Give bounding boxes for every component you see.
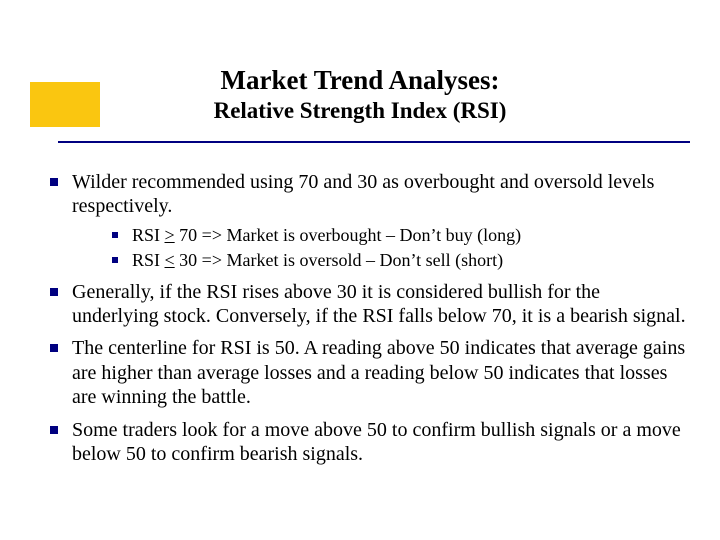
- bullet-list: Wilder recommended using 70 and 30 as ov…: [48, 170, 688, 466]
- slide-subtitle: Relative Strength Index (RSI): [0, 98, 720, 124]
- slide-body: Wilder recommended using 70 and 30 as ov…: [48, 170, 688, 474]
- sub-bullet-text: RSI > 70 => Market is overbought – Don’t…: [132, 225, 521, 245]
- bullet-text: Some traders look for a move above 50 to…: [72, 419, 681, 465]
- bullet-text: The centerline for RSI is 50. A reading …: [72, 337, 685, 408]
- sub-bullet-item: RSI < 30 => Market is oversold – Don’t s…: [110, 250, 688, 272]
- sub-bullet-list: RSI > 70 => Market is overbought – Don’t…: [72, 225, 688, 272]
- bullet-item: Wilder recommended using 70 and 30 as ov…: [48, 170, 688, 272]
- bullet-item: Generally, if the RSI rises above 30 it …: [48, 280, 688, 329]
- slide-title: Market Trend Analyses:: [0, 66, 720, 96]
- bullet-item: The centerline for RSI is 50. A reading …: [48, 336, 688, 409]
- sub-bullet-item: RSI > 70 => Market is overbought – Don’t…: [110, 225, 688, 247]
- sub-bullet-text: RSI < 30 => Market is oversold – Don’t s…: [132, 250, 503, 270]
- bullet-text: Wilder recommended using 70 and 30 as ov…: [72, 171, 654, 217]
- bullet-item: Some traders look for a move above 50 to…: [48, 418, 688, 467]
- title-underline-rule: [58, 141, 690, 143]
- bullet-text: Generally, if the RSI rises above 30 it …: [72, 281, 686, 327]
- slide: Market Trend Analyses: Relative Strength…: [0, 0, 720, 540]
- title-area: Market Trend Analyses: Relative Strength…: [0, 66, 720, 124]
